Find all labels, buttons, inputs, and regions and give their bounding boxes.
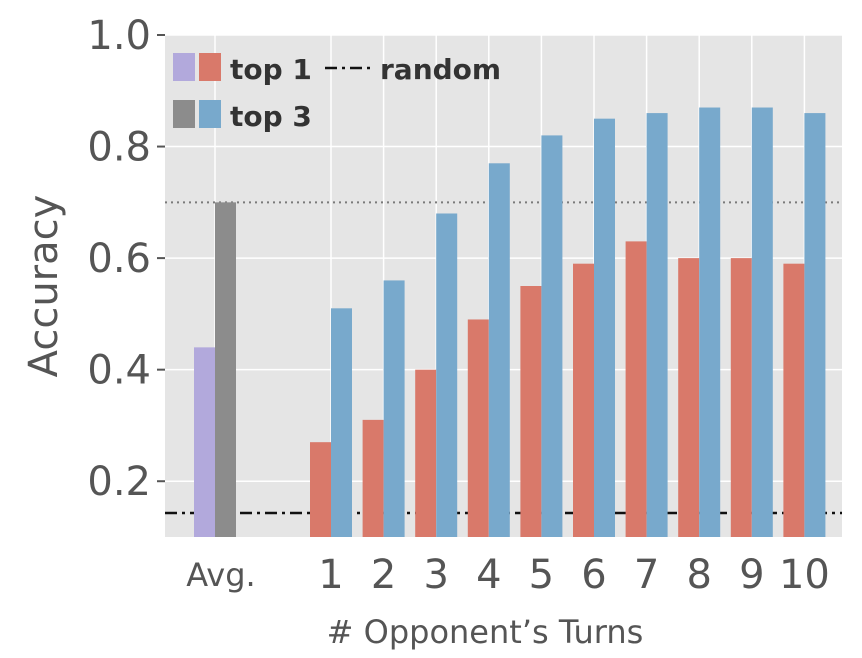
legend-label-random: random [380, 53, 501, 86]
x-tick-label: 1 [318, 552, 343, 598]
x-axis-title: # Opponent’s Turns [327, 613, 644, 651]
legend-label-top1: top 1 [230, 53, 312, 86]
legend: top 1 random top 3 [173, 53, 501, 133]
bar-top1-5 [520, 286, 542, 537]
bar-top1-4 [467, 319, 489, 537]
bar-top1-8 [678, 258, 700, 537]
legend-label-top3: top 3 [230, 100, 312, 133]
bar-top3-9 [751, 107, 773, 537]
legend-swatch-avg-top1 [173, 53, 195, 81]
bar-top1-9 [730, 258, 752, 537]
bar-top1-2 [362, 419, 384, 537]
bar-top1-3 [415, 369, 437, 537]
x-tick-label: 7 [634, 552, 659, 598]
x-tick-label: 3 [423, 552, 448, 598]
legend-swatch-top1 [199, 53, 221, 81]
bar-top3-1 [331, 308, 352, 537]
bars [194, 107, 826, 538]
tick-labels: 0.2 0.4 0.6 0.8 1.0 Avg. 1 2 3 4 5 6 7 8 9 10 [87, 13, 829, 598]
x-tick-label: 4 [476, 552, 501, 598]
bar-top1-1 [310, 442, 331, 537]
bar-top3-2 [383, 280, 405, 537]
x-tick-label: 5 [529, 552, 554, 598]
bar-top1-10 [783, 263, 805, 537]
bar-top3-7 [646, 113, 668, 537]
bar-top3-6 [594, 118, 615, 538]
bar-top3-8 [699, 107, 721, 537]
legend-swatch-top3 [199, 100, 221, 128]
y-tick-label: 0.6 [87, 236, 151, 282]
y-tick-label: 0.2 [87, 459, 151, 505]
x-tick-label-avg: Avg. [186, 556, 255, 594]
bar-top3-4 [488, 163, 510, 538]
bar-top3-10 [804, 113, 826, 537]
reference-lines [165, 201, 842, 515]
bar-top1-6 [573, 263, 594, 537]
x-tick-label: 6 [581, 552, 606, 598]
x-tick-label: 2 [371, 552, 396, 598]
bar-top3-3 [436, 213, 458, 537]
y-tick-label: 0.8 [87, 125, 151, 171]
x-tick-label: 8 [686, 552, 711, 598]
bar-avg-top3 [215, 202, 236, 538]
x-tick-label: 10 [779, 552, 830, 598]
bar-avg-top1 [194, 347, 215, 537]
bar-top3-5 [541, 135, 563, 537]
y-axis-title: Accuracy [21, 195, 67, 378]
legend-swatch-avg-top3 [173, 100, 195, 128]
x-tick-label: 9 [739, 552, 764, 598]
y-tick-label: 0.4 [87, 348, 151, 394]
bar-top1-7 [625, 241, 647, 537]
y-tick-label: 1.0 [87, 13, 151, 59]
